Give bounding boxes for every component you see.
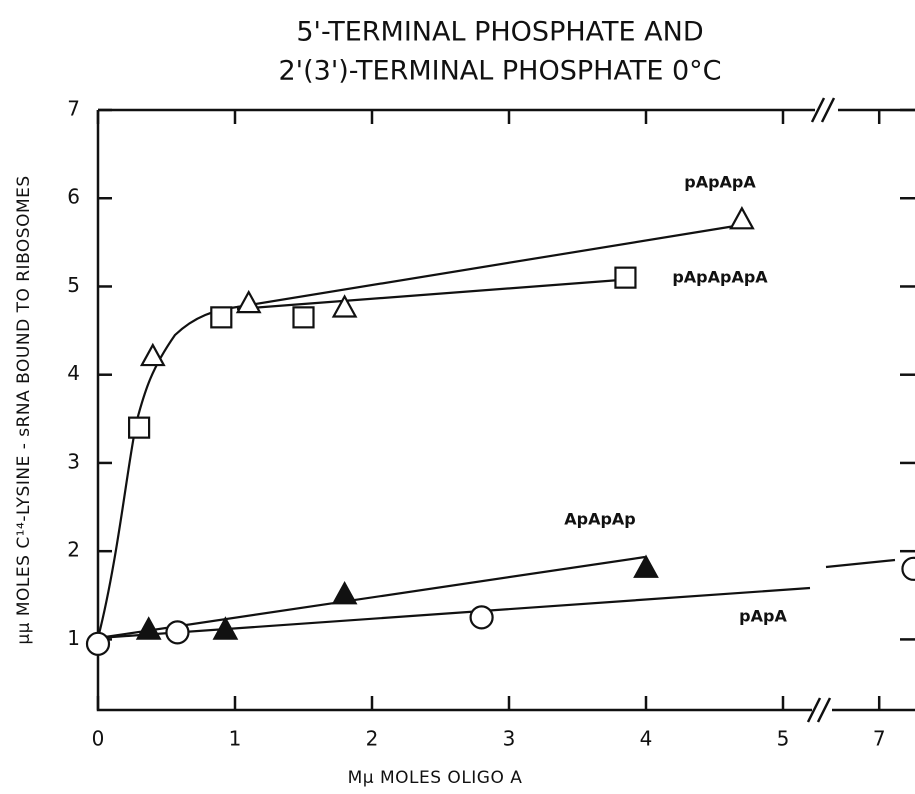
chart-title: 5'-TERMINAL PHOSPHATE AND <box>296 17 703 48</box>
y-tick-label: 3 <box>67 449 80 473</box>
x-tick-label: 7 <box>873 727 886 751</box>
y-tick-label: 7 <box>67 97 80 121</box>
point <box>614 266 637 289</box>
series-label: pApApApA <box>672 268 768 287</box>
point <box>85 631 111 656</box>
point <box>729 206 755 230</box>
x-tick-label: 0 <box>92 727 105 751</box>
point <box>139 342 166 367</box>
x-tick-label: 2 <box>366 727 379 751</box>
x-tick-label: 3 <box>503 727 516 751</box>
point <box>212 616 239 640</box>
x-axis-label: Mμ MOLES OLIGO A <box>348 768 523 788</box>
y-axis-label: μμ MOLES C¹⁴-LYSINE - sRNA BOUND TO RIBO… <box>14 175 34 644</box>
point <box>128 416 151 439</box>
x-tick-label: 5 <box>777 727 790 751</box>
point <box>292 306 315 329</box>
series-label: pApA <box>739 607 787 626</box>
y-tick-label: 1 <box>67 626 80 650</box>
y-tick-label: 5 <box>67 273 80 297</box>
y-tick-label: 2 <box>67 538 80 562</box>
fit-curves <box>96 224 896 640</box>
point <box>469 605 494 630</box>
y-tick-label: 6 <box>67 185 80 209</box>
point <box>210 306 233 329</box>
x-tick-label: 4 <box>640 727 653 751</box>
point <box>135 616 162 640</box>
y-tick-label: 4 <box>67 361 80 385</box>
point <box>901 556 915 581</box>
point <box>331 581 358 605</box>
point <box>235 289 262 314</box>
point <box>633 554 659 578</box>
x-tick-label: 1 <box>229 727 242 751</box>
series-label: ApApAp <box>564 510 636 529</box>
series-label: pApApA <box>684 173 756 192</box>
chart-title: 2'(3')-TERMINAL PHOSPHATE 0°C <box>279 56 722 87</box>
point <box>165 620 190 645</box>
point <box>331 294 358 318</box>
